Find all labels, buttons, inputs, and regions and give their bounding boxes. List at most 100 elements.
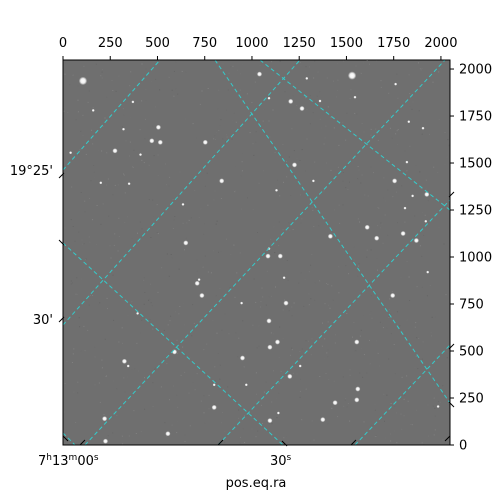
noise-speck [64,411,66,413]
noise-speck [421,67,423,69]
noise-speck [300,194,301,196]
noise-speck [326,77,328,79]
noise-speck [192,123,194,125]
noise-speck [216,220,218,222]
noise-speck [168,76,170,78]
noise-speck [218,130,220,131]
noise-speck [77,392,79,394]
ra-axis-ticks [62,435,451,447]
noise-speck [130,116,132,118]
star-point [354,339,360,345]
noise-speck [331,181,333,182]
noise-speck [184,434,186,436]
star-point [274,339,281,345]
star-point [219,178,225,184]
noise-speck [268,296,270,298]
noise-speck [106,96,108,98]
noise-speck [373,172,374,174]
noise-speck [277,179,278,181]
dec-axis-ticks [58,172,455,408]
noise-speck [124,192,126,194]
noise-speck [121,327,123,329]
noise-speck [353,246,355,248]
noise-speck [336,63,338,65]
star-point [267,344,273,350]
noise-speck [185,237,187,239]
noise-speck [425,179,427,181]
noise-speck [74,240,76,242]
noise-speck [260,306,262,308]
noise-speck [224,83,226,85]
noise-speck [419,68,421,70]
noise-speck [333,117,335,119]
noise-speck [242,63,244,65]
noise-speck [204,255,206,257]
noise-speck [98,382,100,384]
noise-speck [306,138,308,140]
noise-speck [170,254,172,255]
noise-speck [369,339,370,341]
noise-speck [65,431,67,433]
noise-speck [99,401,101,403]
noise-speck [94,384,96,386]
noise-speck [116,414,118,416]
noise-speck [291,347,293,349]
noise-speck [154,368,156,370]
noise-speck [401,428,403,430]
noise-speck [173,219,175,221]
noise-speck [160,386,162,388]
dec-tick-mark [58,172,65,179]
noise-speck [114,233,116,235]
noise-speck [175,311,177,313]
noise-speck [240,436,241,438]
star-point [407,120,411,124]
noise-speck [349,374,351,376]
noise-speck [300,222,302,224]
noise-speck [377,207,379,209]
noise-speck [159,89,161,91]
noise-speck [113,244,115,246]
noise-speck [374,436,376,438]
noise-speck [118,75,120,77]
noise-speck [139,332,141,334]
noise-speck [429,133,430,135]
noise-speck [421,133,423,135]
noise-speck [278,221,280,223]
star-point [136,311,140,315]
noise-speck [213,199,215,201]
noise-speck [308,271,310,273]
noise-speck [292,372,294,374]
noise-speck [144,138,146,140]
noise-speck [421,442,423,444]
noise-speck [96,244,98,245]
noise-speck [406,319,408,321]
noise-speck [397,97,399,99]
noise-speck [338,292,340,294]
noise-speck [416,286,418,288]
noise-speck [404,221,406,223]
star-point [139,153,142,157]
noise-speck [305,170,306,172]
noise-speck [251,102,253,103]
noise-speck [357,275,359,277]
noise-speck [206,172,208,174]
noise-speck [127,216,129,218]
noise-speck [433,397,435,399]
noise-speck [363,62,365,64]
noise-speck [173,70,175,72]
noise-speck [83,65,85,67]
noise-speck [262,296,264,298]
noise-speck [159,60,161,62]
noise-speck [413,236,415,238]
noise-speck [420,187,422,189]
plot-frame [62,59,451,446]
noise-speck [307,340,309,342]
noise-speck [123,377,125,379]
grid-line [63,242,284,445]
noise-speck [252,143,254,145]
noise-speck [363,421,365,423]
noise-speck [204,185,206,187]
noise-speck [133,149,135,151]
noise-speck [396,73,398,75]
noise-speck [157,233,159,235]
